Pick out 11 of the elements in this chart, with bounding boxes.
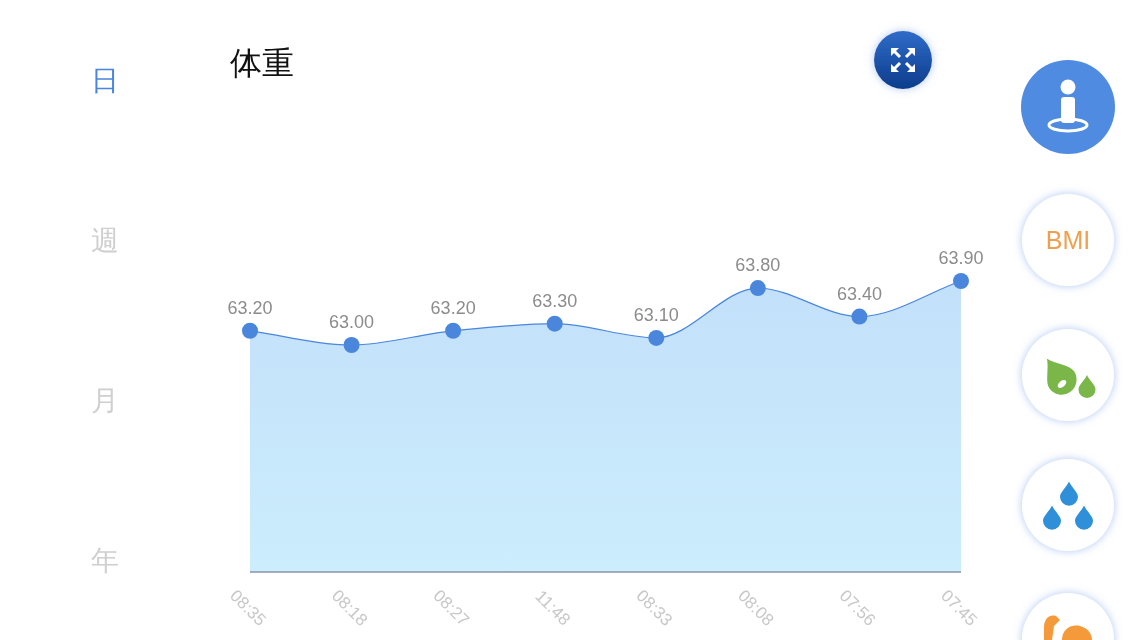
chart-title: 体重: [230, 45, 294, 81]
data-label: 63.00: [329, 312, 375, 332]
data-label: 63.20: [227, 297, 273, 318]
text: 日: [91, 64, 119, 96]
data-label: 63.40: [836, 283, 882, 304]
text: BMI: [1045, 226, 1091, 254]
data-label: 63.90: [938, 248, 984, 268]
data-label: 63.30: [532, 290, 578, 311]
data-label: 63.80: [735, 255, 781, 276]
data-label: 63.10: [633, 304, 679, 325]
data-label: 63.20: [430, 297, 476, 318]
